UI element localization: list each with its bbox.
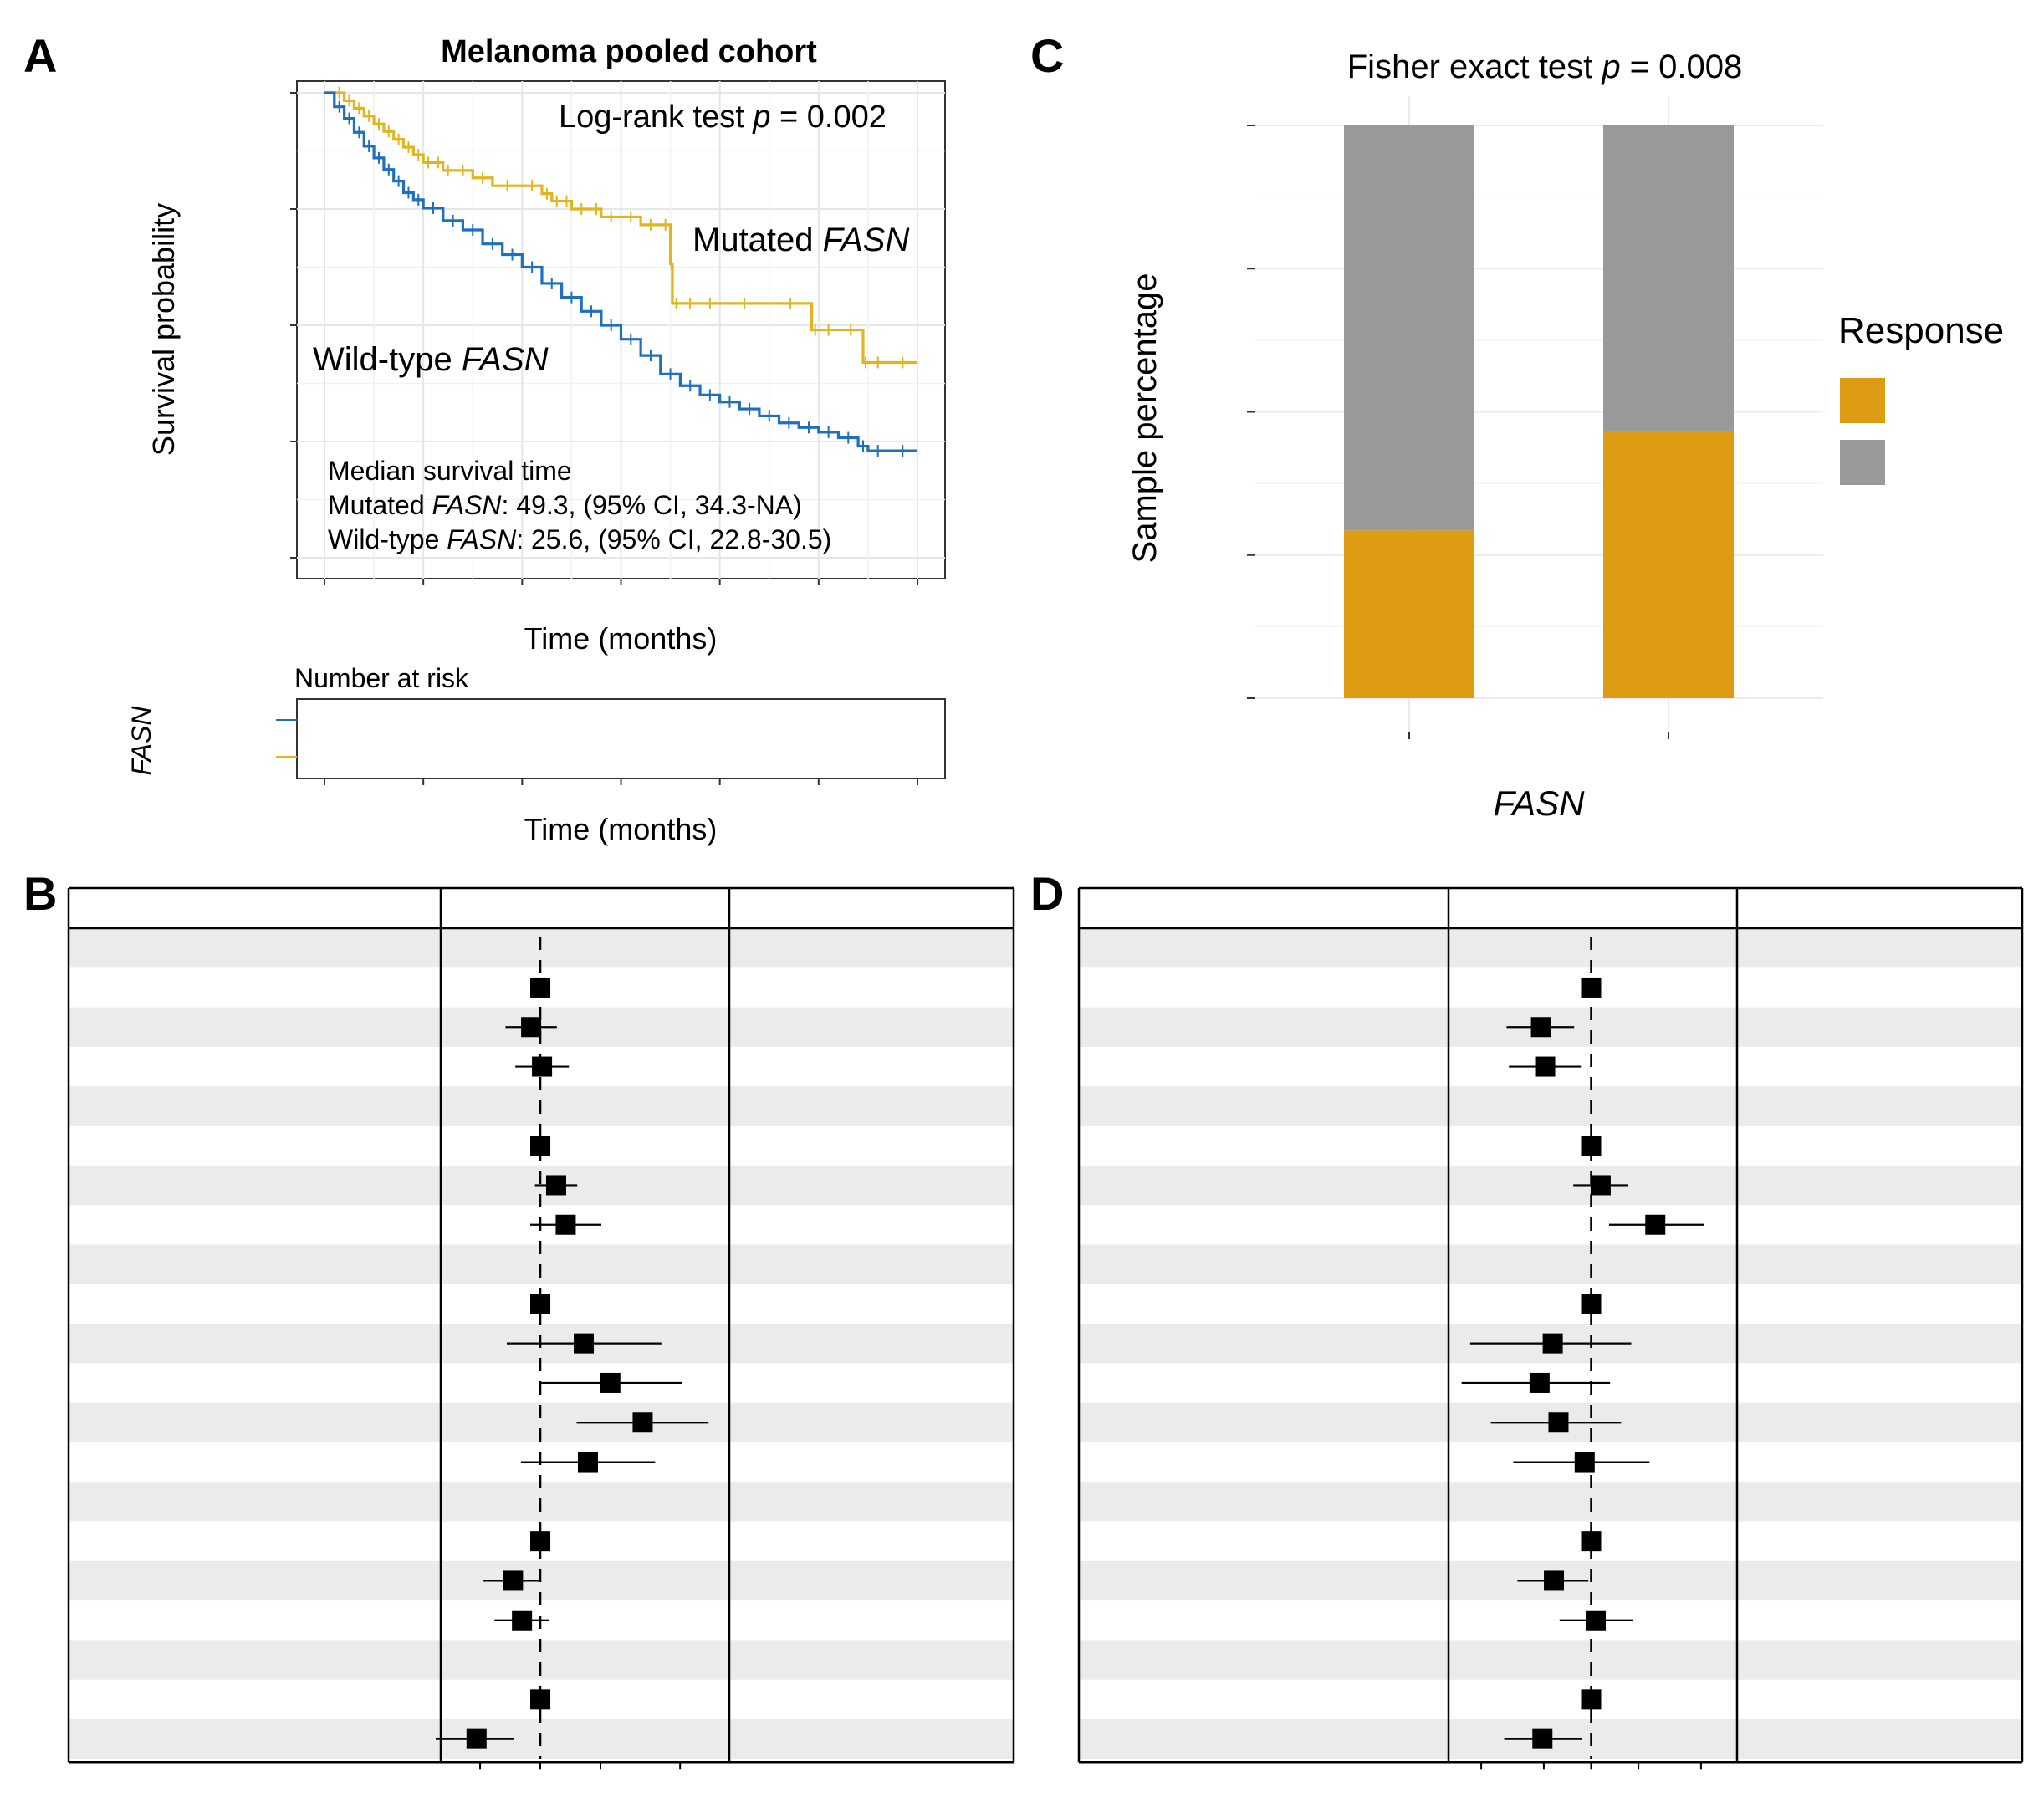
km-curve-wildtype bbox=[324, 91, 917, 452]
forest-point-estimate bbox=[530, 977, 551, 998]
forest-point-estimate bbox=[1529, 1372, 1550, 1393]
km-curves bbox=[324, 87, 917, 457]
risk-table-frame bbox=[296, 698, 946, 779]
panel-label-a: A bbox=[23, 29, 57, 82]
forest-row-stripe bbox=[1079, 1640, 2022, 1680]
risk-table-rows bbox=[276, 719, 297, 758]
bar-title: Fisher exact test p = 0.008 bbox=[1347, 48, 1743, 85]
forest-point-estimate bbox=[555, 1214, 576, 1235]
forest-point-estimate bbox=[1535, 1056, 1556, 1077]
forest-row-stripe bbox=[1079, 1086, 2022, 1126]
forest-point-estimate bbox=[1581, 1136, 1602, 1156]
risk-x-axis-label: Time (months) bbox=[524, 812, 718, 846]
forest-point-estimate bbox=[503, 1570, 524, 1591]
forest-point-estimate bbox=[530, 1294, 551, 1314]
forest-odds-ratio bbox=[1077, 886, 2024, 1770]
forest-point-estimate bbox=[466, 1728, 487, 1749]
km-x-axis-label: Time (months) bbox=[524, 621, 718, 656]
bar-segment-cr-pr bbox=[1344, 530, 1474, 698]
legend-swatch-cr-pr bbox=[1840, 378, 1885, 423]
km-grid bbox=[297, 81, 945, 579]
forest-point-estimate bbox=[521, 1017, 542, 1038]
forest-point-estimate bbox=[1530, 1017, 1551, 1038]
forest-point-estimate bbox=[1574, 1452, 1595, 1473]
forest-point-estimate bbox=[1548, 1412, 1569, 1433]
forest-point-estimate bbox=[1586, 1610, 1607, 1631]
forest-row-stripe bbox=[1079, 1482, 2022, 1522]
km-censor-marks-wildtype bbox=[338, 100, 904, 457]
forest-row-stripe bbox=[1079, 1244, 2022, 1284]
km-median-mutated: Mutated FASN: 49.3, (95% CI, 34.3-NA) bbox=[328, 490, 802, 520]
bar-legend bbox=[1840, 378, 1885, 485]
forest-row-stripe bbox=[1079, 1165, 2022, 1206]
forest-point-estimate bbox=[1645, 1214, 1666, 1235]
forest-point-estimate bbox=[1532, 1728, 1553, 1749]
forest-point-estimate bbox=[632, 1412, 653, 1433]
forest-point-estimate bbox=[574, 1333, 595, 1354]
forest-point-estimate bbox=[600, 1372, 621, 1393]
bar-segment-sd-pd bbox=[1603, 125, 1734, 431]
stacked-bar-chart: Fisher exact test p = 0.008 Sample perce… bbox=[1127, 48, 2004, 823]
forest-point-estimate bbox=[1544, 1570, 1565, 1591]
legend-swatch-sd-pd bbox=[1840, 440, 1885, 485]
km-censor-marks-mutated bbox=[338, 87, 904, 369]
forest-hazard-ratio bbox=[67, 886, 1015, 1770]
risk-x-ticks bbox=[324, 778, 918, 785]
risk-table-title: Number at risk bbox=[294, 663, 469, 693]
km-median-title: Median survival time bbox=[328, 456, 572, 486]
risk-table-strata-title: FASN bbox=[126, 706, 156, 776]
forest-point-estimate bbox=[1590, 1175, 1611, 1196]
panel-label-d: D bbox=[1030, 867, 1064, 920]
bar-y-ticks bbox=[1247, 125, 1255, 699]
panel-label-b: B bbox=[23, 867, 57, 920]
forest-point-estimate bbox=[1581, 977, 1602, 998]
bar-legend-title: Response bbox=[1838, 310, 2004, 351]
bar-x-axis-label: FASN bbox=[1494, 784, 1586, 823]
forest-point-estimate bbox=[530, 1689, 551, 1710]
forest-point-estimate bbox=[545, 1175, 566, 1196]
km-x-ticks bbox=[324, 579, 918, 585]
forest-point-estimate bbox=[512, 1610, 533, 1631]
bar-plot-area bbox=[1255, 96, 1823, 732]
bar-x-ticks bbox=[1408, 732, 1669, 739]
forest-point-estimate bbox=[532, 1056, 553, 1077]
forest-point-estimate bbox=[1542, 1333, 1563, 1354]
bar-y-axis-label: Sample percentage bbox=[1127, 273, 1163, 564]
km-median-wildtype: Wild-type FASN: 25.6, (95% CI, 22.8-30.5… bbox=[328, 524, 831, 554]
forest-point-estimate bbox=[577, 1452, 598, 1473]
forest-point-estimate bbox=[530, 1531, 551, 1552]
km-curve-mutated bbox=[324, 91, 917, 365]
km-plot: Melanoma pooled cohort Survival probabil… bbox=[126, 34, 946, 846]
bar-bars bbox=[1344, 125, 1734, 698]
forest-point-estimate bbox=[1581, 1294, 1602, 1314]
panel-label-c: C bbox=[1030, 29, 1064, 82]
bar-segment-sd-pd bbox=[1344, 125, 1474, 531]
km-label-mutated: Mutated FASN bbox=[692, 222, 909, 258]
km-pvalue: Log-rank test p = 0.002 bbox=[559, 100, 887, 135]
km-y-axis-label: Survival probability bbox=[146, 203, 181, 456]
forest-point-estimate bbox=[1581, 1531, 1602, 1552]
bar-segment-cr-pr bbox=[1603, 431, 1734, 698]
km-title: Melanoma pooled cohort bbox=[441, 34, 817, 69]
km-label-wildtype: Wild-type FASN bbox=[313, 341, 549, 378]
forest-point-estimate bbox=[1581, 1689, 1602, 1710]
km-y-ticks bbox=[290, 92, 297, 559]
forest-point-estimate bbox=[530, 1136, 551, 1156]
forest-row-stripe bbox=[1079, 928, 2022, 968]
